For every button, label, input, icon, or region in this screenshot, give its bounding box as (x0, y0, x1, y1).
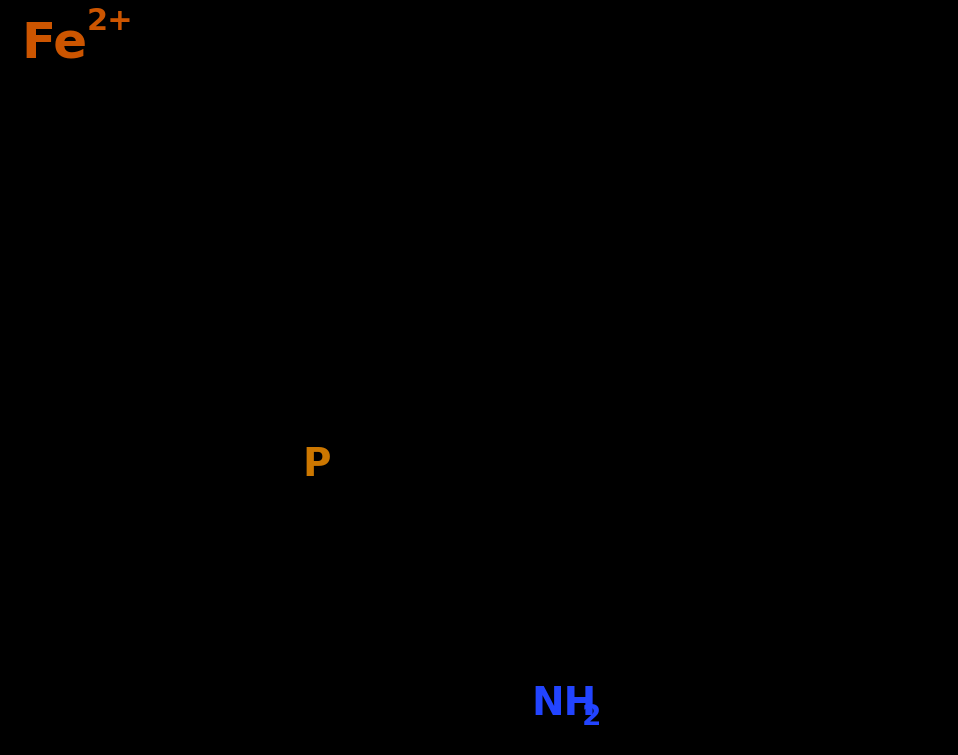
Text: P: P (302, 446, 331, 484)
Text: NH: NH (532, 685, 597, 723)
Text: 2+: 2+ (86, 7, 133, 35)
Text: 2: 2 (582, 703, 601, 732)
Text: Fe: Fe (21, 20, 87, 68)
